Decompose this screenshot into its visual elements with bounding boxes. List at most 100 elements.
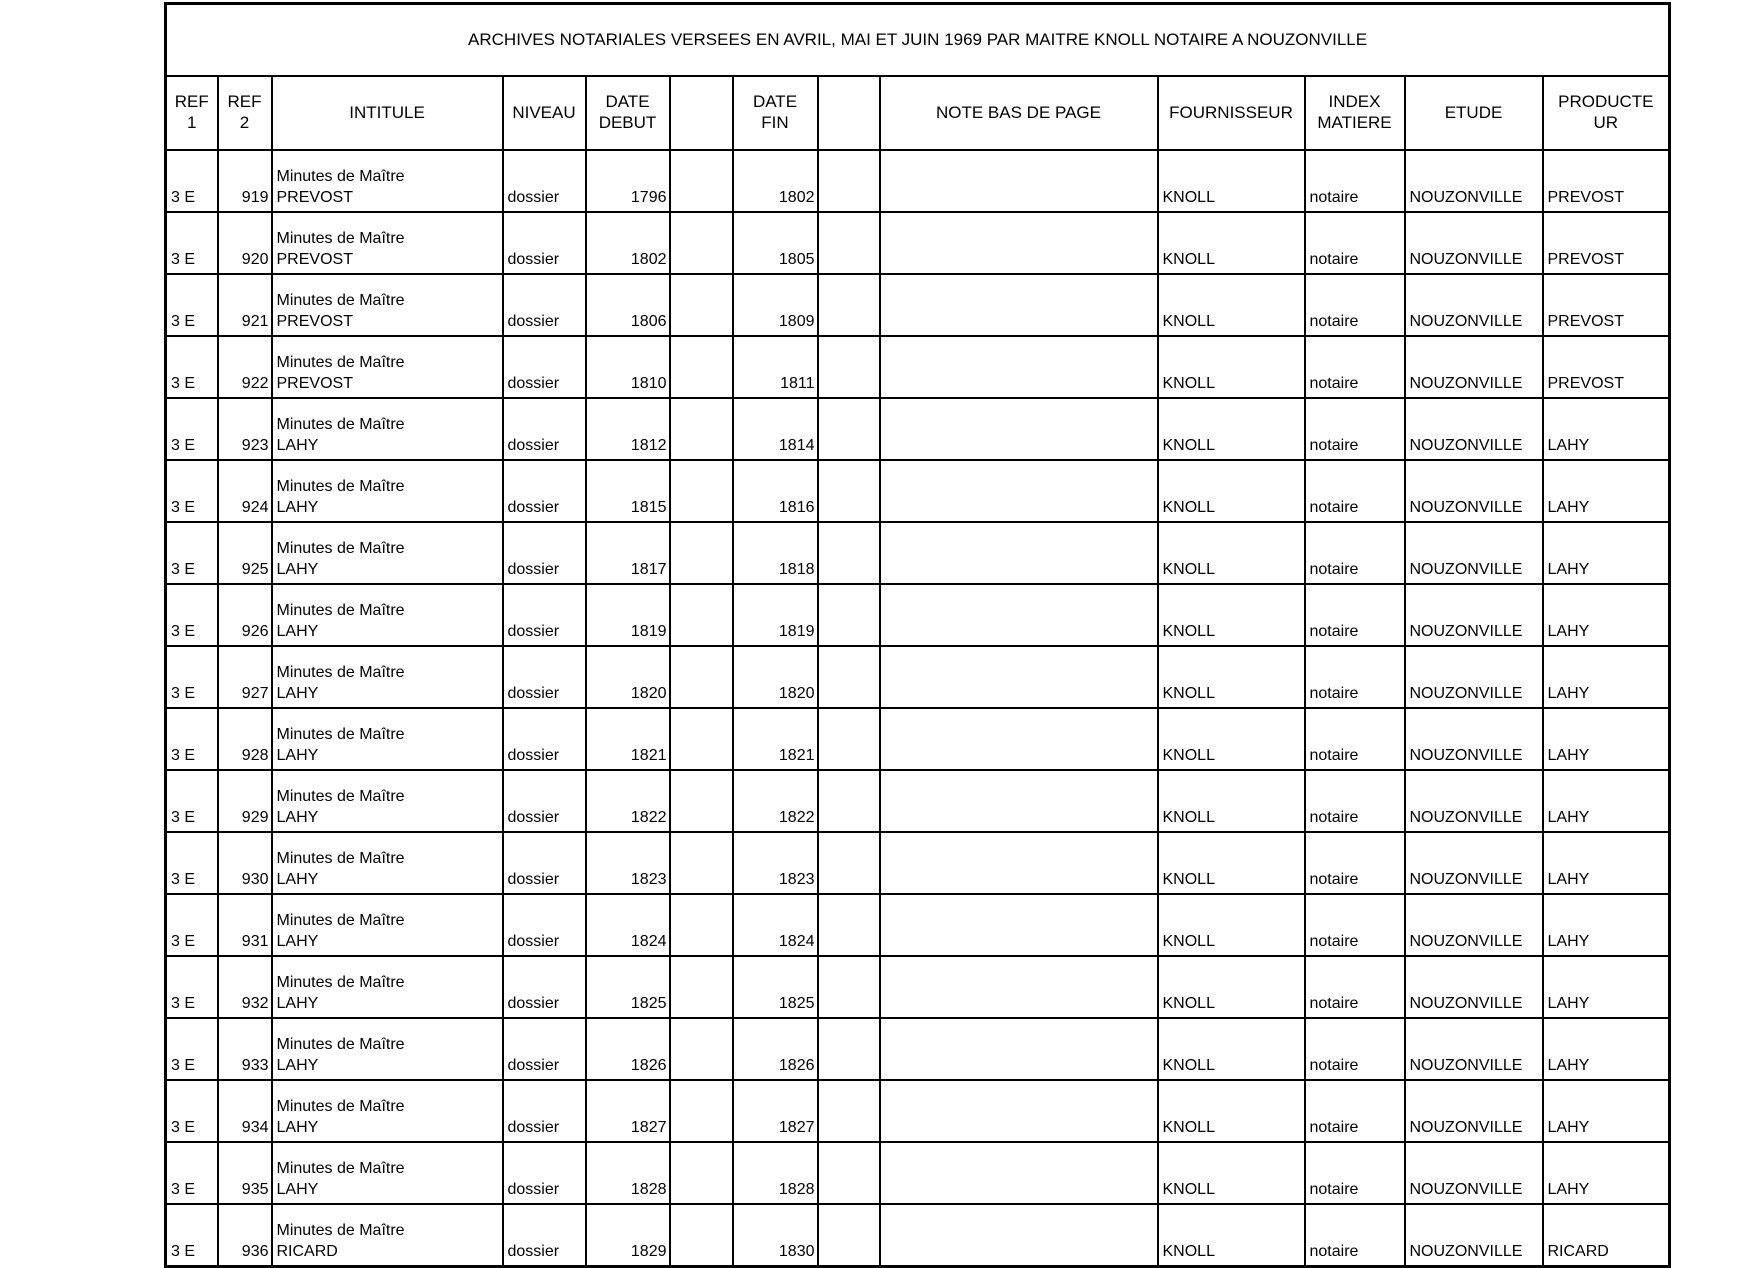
- cell-empty-1: [668, 583, 734, 647]
- cell-fournisseur: KNOLL: [1156, 273, 1306, 337]
- cell-niveau: dossier: [501, 335, 587, 399]
- cell-intitule-text: Minutes de Maître LAHY: [276, 1036, 405, 1074]
- cell-producteur: LAHY: [1541, 459, 1671, 523]
- cell-date-debut: 1810: [584, 335, 671, 399]
- cell-niveau: dossier: [501, 583, 587, 647]
- cell-intitule: Minutes de Maître PREVOST: [270, 149, 504, 213]
- cell-ref1: 3 E: [164, 149, 219, 213]
- col-header-empty-2: [816, 75, 881, 151]
- cell-intitule-text: Minutes de Maître LAHY: [276, 1160, 405, 1198]
- cell-etude: NOUZONVILLE: [1403, 645, 1544, 709]
- cell-intitule-text: Minutes de Maître LAHY: [276, 788, 405, 826]
- cell-date-fin: 1830: [731, 1203, 819, 1268]
- cell-niveau: dossier: [501, 397, 587, 461]
- cell-date-fin: 1819: [731, 583, 819, 647]
- table-row: 3 E 923 Minutes de Maître LAHY dossier 1…: [164, 397, 1671, 461]
- cell-empty-2: [816, 335, 881, 399]
- cell-ref2: 933: [216, 1017, 273, 1081]
- cell-ref1: 3 E: [164, 707, 219, 771]
- table-row: 3 E 934 Minutes de Maître LAHY dossier 1…: [164, 1079, 1671, 1143]
- cell-fournisseur: KNOLL: [1156, 645, 1306, 709]
- cell-niveau: dossier: [501, 211, 587, 275]
- col-header-producteur-label: PRODUCTEUR: [1558, 92, 1654, 132]
- cell-intitule: Minutes de Maître LAHY: [270, 645, 504, 709]
- cell-ref1: 3 E: [164, 459, 219, 523]
- cell-date-fin: 1824: [731, 893, 819, 957]
- cell-date-debut: 1820: [584, 645, 671, 709]
- cell-note-bas-de-page: [878, 211, 1159, 275]
- cell-intitule-text: Minutes de Maître LAHY: [276, 726, 405, 764]
- table-row: 3 E 936 Minutes de Maître RICARD dossier…: [164, 1203, 1671, 1268]
- cell-ref1: 3 E: [164, 521, 219, 585]
- cell-index-matiere: notaire: [1303, 149, 1406, 213]
- col-header-index-matiere-label: INDEX MATIERE: [1317, 92, 1392, 132]
- cell-empty-1: [668, 1141, 734, 1205]
- cell-ref2: 923: [216, 397, 273, 461]
- cell-date-debut: 1824: [584, 893, 671, 957]
- cell-ref2: 934: [216, 1079, 273, 1143]
- cell-empty-1: [668, 397, 734, 461]
- cell-empty-1: [668, 707, 734, 771]
- cell-intitule: Minutes de Maître PREVOST: [270, 211, 504, 275]
- cell-date-debut: 1817: [584, 521, 671, 585]
- cell-empty-2: [816, 893, 881, 957]
- cell-date-debut: 1823: [584, 831, 671, 895]
- cell-ref2: 932: [216, 955, 273, 1019]
- cell-date-fin: 1822: [731, 769, 819, 833]
- cell-niveau: dossier: [501, 955, 587, 1019]
- col-header-ref2-label: REF 2: [227, 92, 262, 132]
- cell-intitule: Minutes de Maître LAHY: [270, 521, 504, 585]
- cell-ref1: 3 E: [164, 397, 219, 461]
- col-header-date-debut: DATE DEBUT: [584, 75, 671, 151]
- cell-note-bas-de-page: [878, 769, 1159, 833]
- cell-ref1: 3 E: [164, 831, 219, 895]
- cell-ref2: 925: [216, 521, 273, 585]
- cell-etude: NOUZONVILLE: [1403, 211, 1544, 275]
- cell-note-bas-de-page: [878, 1017, 1159, 1081]
- cell-date-debut: 1821: [584, 707, 671, 771]
- cell-niveau: dossier: [501, 769, 587, 833]
- cell-intitule: Minutes de Maître LAHY: [270, 955, 504, 1019]
- cell-ref2: 931: [216, 893, 273, 957]
- cell-note-bas-de-page: [878, 645, 1159, 709]
- cell-fournisseur: KNOLL: [1156, 211, 1306, 275]
- cell-intitule: Minutes de Maître LAHY: [270, 1079, 504, 1143]
- col-header-niveau: NIVEAU: [501, 75, 587, 151]
- cell-intitule-text: Minutes de Maître LAHY: [276, 478, 405, 516]
- cell-ref1: 3 E: [164, 769, 219, 833]
- cell-index-matiere: notaire: [1303, 769, 1406, 833]
- cell-intitule: Minutes de Maître LAHY: [270, 397, 504, 461]
- cell-empty-1: [668, 273, 734, 337]
- cell-index-matiere: notaire: [1303, 1141, 1406, 1205]
- cell-empty-2: [816, 459, 881, 523]
- cell-empty-1: [668, 955, 734, 1019]
- cell-empty-2: [816, 1079, 881, 1143]
- cell-etude: NOUZONVILLE: [1403, 1203, 1544, 1268]
- cell-date-debut: 1802: [584, 211, 671, 275]
- col-header-ref1-label: REF 1: [174, 92, 209, 132]
- col-header-note-bas-de-page: NOTE BAS DE PAGE: [878, 75, 1159, 151]
- cell-producteur: LAHY: [1541, 397, 1671, 461]
- cell-ref1: 3 E: [164, 583, 219, 647]
- cell-fournisseur: KNOLL: [1156, 335, 1306, 399]
- cell-empty-2: [816, 831, 881, 895]
- table-row: 3 E 924 Minutes de Maître LAHY dossier 1…: [164, 459, 1671, 523]
- cell-producteur: LAHY: [1541, 645, 1671, 709]
- cell-empty-2: [816, 645, 881, 709]
- cell-intitule: Minutes de Maître LAHY: [270, 769, 504, 833]
- cell-empty-1: [668, 1079, 734, 1143]
- cell-date-debut: 1829: [584, 1203, 671, 1268]
- col-header-etude: ETUDE: [1403, 75, 1544, 151]
- cell-fournisseur: KNOLL: [1156, 1079, 1306, 1143]
- cell-ref2: 922: [216, 335, 273, 399]
- cell-date-debut: 1828: [584, 1141, 671, 1205]
- cell-niveau: dossier: [501, 1079, 587, 1143]
- cell-date-fin: 1814: [731, 397, 819, 461]
- cell-empty-2: [816, 149, 881, 213]
- cell-ref1: 3 E: [164, 955, 219, 1019]
- cell-note-bas-de-page: [878, 273, 1159, 337]
- cell-index-matiere: notaire: [1303, 707, 1406, 771]
- cell-date-fin: 1820: [731, 645, 819, 709]
- cell-empty-1: [668, 211, 734, 275]
- cell-empty-1: [668, 645, 734, 709]
